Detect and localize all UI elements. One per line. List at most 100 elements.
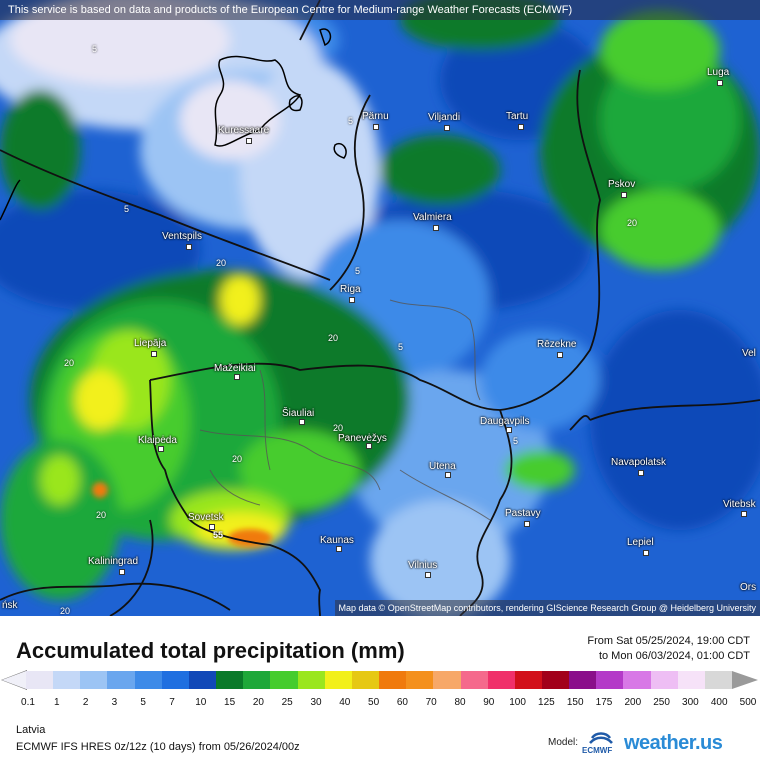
contour-label: 20 [64, 358, 75, 368]
scale-swatch [80, 671, 108, 689]
city-label-panevezys: Panevėžys [338, 433, 387, 444]
city-marker [349, 297, 355, 303]
scale-max-arrow [732, 671, 758, 689]
contour-label: 5 [513, 436, 519, 446]
weather-us-logo[interactable]: weather.us [624, 732, 723, 754]
scale-swatch [650, 671, 678, 689]
scale-swatch [460, 671, 488, 689]
scale-tick-label: 1 [54, 697, 60, 708]
scale-swatch [351, 671, 380, 689]
contour-label: 5 [124, 204, 130, 214]
scale-tick-label: 0.1 [21, 697, 35, 708]
city-marker [158, 446, 164, 452]
city-marker [518, 124, 524, 130]
contour-label: 5 [348, 116, 354, 126]
contour-label: 20 [216, 258, 227, 268]
scale-swatch [596, 671, 624, 689]
city-marker [336, 546, 342, 552]
scale-tick-label: 25 [281, 697, 293, 708]
ecmwf-logo-text: ECMWF [582, 746, 613, 755]
scale-tick-label: 500 [739, 697, 757, 708]
city-label-vel: Vel [742, 348, 756, 359]
city-marker [425, 572, 431, 578]
scale-swatch [216, 671, 244, 689]
scale-tick-label: 125 [538, 697, 555, 708]
precipitation-field [0, 0, 760, 616]
city-label-vilnius: Vilnius [408, 560, 438, 571]
city-marker [741, 511, 747, 517]
scale-tick-label: 200 [624, 697, 642, 708]
scale-tick-label: 80 [454, 697, 466, 708]
city-marker [524, 521, 530, 527]
scale-tick-label: 2 [82, 697, 89, 708]
city-label-ventspils: Ventspils [162, 231, 203, 242]
scale-tick-label: 30 [310, 697, 322, 708]
city-marker [506, 427, 512, 433]
scale-swatch [379, 671, 407, 689]
forecast-period: From Sat 05/25/2024, 19:00 CDT to Mon 06… [587, 634, 750, 664]
city-label-pastavy: Pastavy [505, 508, 541, 519]
scale-swatch [406, 671, 434, 689]
scale-tick-label: 20 [252, 697, 264, 708]
scale-swatch [188, 671, 217, 689]
scale-tick-label: 10 [195, 697, 207, 708]
model-info: ECMWF IFS HRES 0z/12z (10 days) from 05/… [16, 741, 300, 753]
city-label-kuressaare: Kuressaare [218, 125, 270, 136]
scale-tick-label: 175 [595, 697, 613, 708]
city-label-ors: Ors [740, 582, 757, 593]
contour-label: 5 [398, 342, 404, 352]
model-label: Model: [548, 737, 579, 748]
scale-tick-label: 7 [169, 697, 175, 708]
scale-tick-label: 150 [566, 697, 584, 708]
city-label-kaunas: Kaunas [320, 535, 354, 546]
ecmwf-banner: This service is based on data and produc… [0, 0, 760, 20]
scale-ticks: 0.1 1 2 3 5 7 10 15 20 25 30 40 50 60 70 80 90 100 125 150 1… [14, 697, 756, 711]
city-marker [621, 192, 627, 198]
city-label-parnu: Pärnu [362, 111, 389, 122]
scale-swatch [134, 671, 162, 689]
city-label-klaipeda: Klaipėda [138, 435, 177, 446]
scale-tick-label: 60 [396, 697, 408, 708]
scale-swatch [623, 671, 651, 689]
city-label-lepiel: Lepiel [627, 537, 654, 548]
city-label-luga: Luga [707, 67, 730, 78]
city-label-viljandi: Viljandi [428, 112, 461, 123]
scale-swatch [53, 671, 81, 689]
city-marker [119, 569, 125, 575]
scale-tick-label: 3 [111, 697, 118, 708]
city-label-sovetsk: Sovetsk [188, 512, 224, 523]
scale-tick-label: 50 [368, 697, 380, 708]
city-marker [643, 550, 649, 556]
precipitation-map[interactable]: Kuressaare Pärnu Viljandi Tartu Luga Psk… [0, 0, 760, 616]
scale-tick-label: 90 [483, 697, 495, 708]
city-marker [373, 124, 379, 130]
scale-swatch [26, 671, 54, 689]
city-marker [186, 244, 192, 250]
contour-label: 5 [92, 44, 98, 54]
scale-swatch [243, 671, 271, 689]
contour-label: 20 [333, 423, 344, 433]
scale-tick-label: 5 [140, 697, 146, 708]
contour-label: 5 [355, 266, 361, 276]
city-label-mazeikiai: Mažeikiai [214, 363, 256, 374]
contour-label: 20 [328, 333, 339, 343]
city-label-liepaja: Liepāja [134, 338, 167, 349]
city-label-nsk: ńsk [2, 600, 18, 611]
city-label-utena: Utena [429, 461, 456, 472]
scale-swatch [161, 671, 189, 689]
city-marker [299, 419, 305, 425]
city-label-daugavpils: Daugavpils [480, 416, 530, 427]
ecmwf-logo-icon [589, 732, 613, 744]
city-marker [209, 524, 215, 530]
city-marker [366, 443, 372, 449]
color-scale [26, 671, 733, 689]
contour-label: 20 [627, 218, 638, 228]
scale-swatch [270, 671, 298, 689]
city-marker [246, 138, 252, 144]
contour-label: 55 [213, 530, 224, 540]
contour-label: 20 [60, 606, 71, 616]
map-attribution[interactable]: Map data © OpenStreetMap contributors, r… [334, 600, 760, 616]
contour-label: 20 [232, 454, 243, 464]
city-label-rezekne: Rēzekne [537, 339, 577, 350]
scale-tick-label: 400 [710, 697, 728, 708]
